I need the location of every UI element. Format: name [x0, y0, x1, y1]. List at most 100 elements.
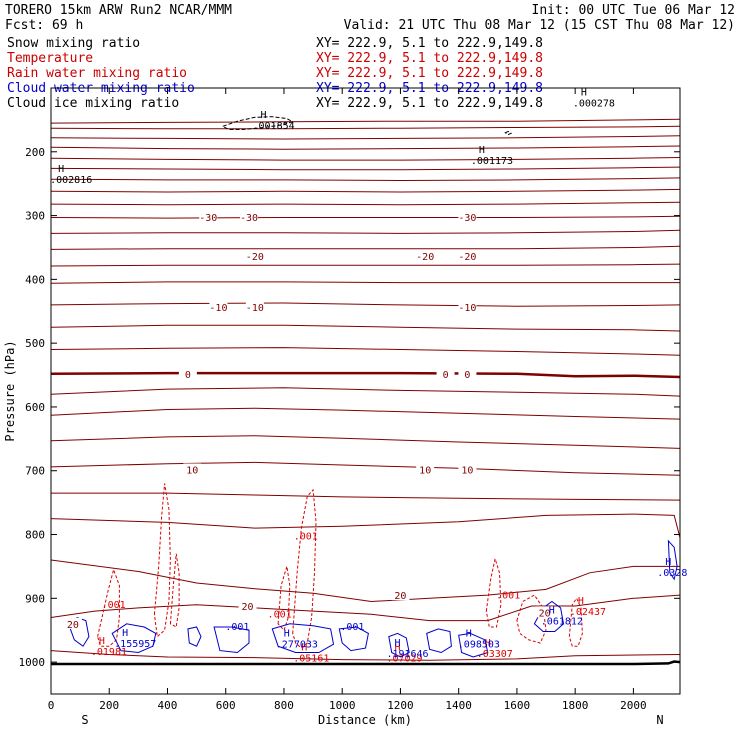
y-axis-label: Pressure (hPa)	[3, 340, 17, 441]
isotherm-label: -10	[209, 303, 227, 314]
ice-maximum-value: .001173	[471, 156, 513, 167]
x-tick-label: 800	[274, 699, 294, 712]
ice-maximum-h: H	[581, 88, 587, 99]
rain-contour-label: .001	[294, 532, 318, 543]
legend-entry-section: XY= 222.9, 5.1 to 222.9,149.8	[316, 66, 543, 81]
isotherm-label-bg	[245, 300, 264, 312]
rain-contour	[485, 556, 502, 628]
isotherm-label-bg	[238, 599, 257, 611]
x-tick-label: 600	[216, 699, 236, 712]
isotherm-label: -30	[458, 213, 476, 224]
cloud-water-maximum-value: .277033	[276, 640, 318, 651]
legend-entry-name: Cloud ice mixing ratio	[7, 96, 179, 111]
cloud-water-contour	[338, 626, 369, 652]
isotherm-label: -30	[199, 213, 217, 224]
isotherm-label: -30	[240, 213, 258, 224]
cloud-water-maximum-h: H	[122, 628, 128, 639]
cloud-water-contour-label: .001	[340, 622, 364, 633]
isotherm-label: 20	[67, 620, 79, 631]
isotherm-label-bg	[245, 249, 264, 261]
cloud-water-contour	[458, 632, 489, 658]
rain-contour	[153, 483, 171, 638]
header-model: TORERO 15km ARW Run2 NCAR/MMM	[5, 3, 232, 18]
rain-maximum-h: H	[99, 636, 105, 647]
cloud-water-maximum-h: H	[394, 638, 400, 649]
isotherm-label-bg	[416, 249, 435, 261]
isotherm-line	[51, 324, 680, 332]
isotherm-line	[51, 229, 680, 234]
rain-maximum-value: .05161	[293, 654, 329, 665]
legend-entry-name: Rain water mixing ratio	[7, 66, 187, 81]
isotherm-line	[51, 559, 680, 603]
cloud-water-maximum-value: .191646	[386, 649, 428, 660]
legend: Snow mixing ratio XY= 222.9, 5.1 to 222.9…	[7, 36, 543, 111]
isotherm-label-bg	[391, 589, 410, 601]
cloud-water-contour	[388, 632, 410, 658]
isotherm-label: 10	[419, 465, 431, 476]
rain-contour	[277, 566, 291, 632]
cloud-water-maximum-h: H	[466, 629, 472, 640]
isotherm-line	[51, 118, 680, 124]
cloud-water-contour	[271, 623, 335, 653]
ice-contour	[504, 130, 513, 136]
rain-maximum-value: .03307	[477, 649, 513, 660]
rain-contour-label: .001	[102, 600, 126, 611]
isotherm-label-bg	[178, 367, 197, 379]
south-label: S	[81, 713, 88, 727]
isotherm-label-bg	[183, 463, 202, 475]
isotherm-line	[51, 347, 680, 356]
y-tick-label: 700	[25, 465, 45, 478]
ice-maximum-h: H	[479, 145, 485, 156]
x-tick-label: 1800	[562, 699, 589, 712]
rain-maximum-h: H	[301, 643, 307, 654]
isotherm-label-bg	[63, 617, 82, 629]
isotherm-label: -20	[246, 252, 264, 263]
isotherm-label-bg	[458, 300, 477, 312]
cloud-water-contour	[187, 626, 202, 647]
isotherm-label: 10	[186, 465, 198, 476]
isotherm-line	[51, 435, 680, 449]
isotherm-label-bg	[458, 463, 477, 475]
ice-maximum-h: H	[58, 164, 64, 175]
rain-maximum-h: H	[578, 596, 584, 607]
legend-entry-section: XY= 222.9, 5.1 to 222.9,149.8	[316, 51, 543, 66]
cloud-water-maximum-value: .061812	[541, 617, 583, 628]
header-valid: Valid: 21 UTC Thu 08 Mar 12 (15 CST Thu …	[344, 18, 735, 33]
cloud-water-contour	[667, 539, 678, 581]
isotherm-label-bg	[458, 210, 477, 222]
header-fcst: Fcst: 69 h	[5, 18, 83, 33]
isotherm-line	[51, 145, 680, 150]
isotherm-label: 0	[464, 370, 470, 381]
isotherm-line	[51, 188, 680, 193]
rain-contour	[516, 594, 547, 644]
x-tick-label: 400	[158, 699, 178, 712]
isotherm-label: -10	[246, 303, 264, 314]
isotherm-line	[51, 387, 680, 397]
isotherm-line	[51, 513, 680, 538]
isotherm-label: 20	[539, 608, 551, 619]
isotherm-line	[51, 461, 680, 476]
y-tick-label: 200	[25, 146, 45, 159]
x-tick-label: 0	[48, 699, 55, 712]
isotherm-line	[51, 650, 680, 661]
cloud-water-maximum-h: H	[665, 557, 671, 568]
isotherm-label: -20	[416, 252, 434, 263]
isotherm-line	[51, 201, 680, 206]
legend-entry-section: XY= 222.9, 5.1 to 222.9,149.8	[316, 36, 543, 51]
isotherm-label: -20	[458, 252, 476, 263]
rain-contour-label: .001	[268, 609, 292, 620]
isotherm-label-bg	[240, 210, 259, 222]
legend-entry-name: Snow mixing ratio	[7, 36, 140, 51]
y-tick-label: 600	[25, 401, 45, 414]
legend-entry-section: XY= 222.9, 5.1 to 222.9,149.8	[316, 96, 543, 111]
isotherm-line	[51, 302, 680, 307]
isotherm-label-bg	[209, 300, 228, 312]
legend-entry-name: Temperature	[7, 51, 93, 66]
isotherm-line	[51, 125, 680, 130]
rain-maximum-value: .02437	[570, 607, 606, 618]
isotherm-label: 20	[242, 602, 254, 613]
isotherm-line	[51, 135, 680, 140]
isotherm-label-bg	[535, 606, 554, 618]
cloud-water-contour-label: .001	[225, 622, 249, 633]
